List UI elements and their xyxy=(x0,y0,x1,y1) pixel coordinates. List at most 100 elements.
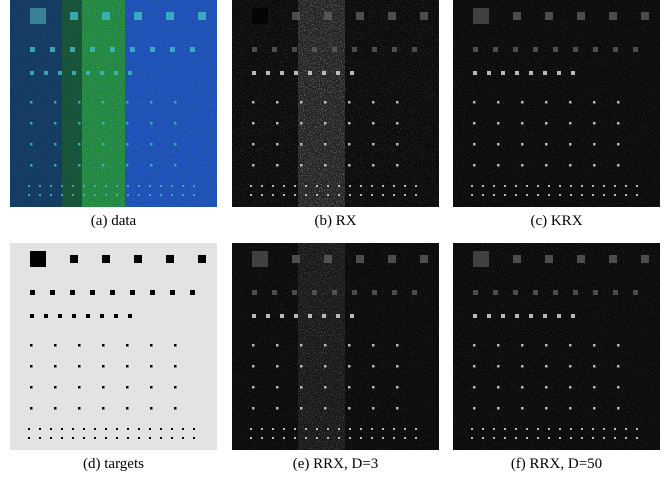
target xyxy=(149,185,151,187)
target xyxy=(30,344,33,347)
target xyxy=(371,428,373,430)
target xyxy=(473,101,476,104)
target xyxy=(294,71,298,75)
target xyxy=(581,437,583,439)
target xyxy=(324,255,332,263)
target xyxy=(182,194,184,196)
target xyxy=(193,437,195,439)
target xyxy=(126,122,129,125)
target xyxy=(276,101,279,104)
target xyxy=(78,143,81,146)
caption: (c) KRX xyxy=(530,213,583,229)
target xyxy=(609,255,617,263)
target xyxy=(193,185,195,187)
target xyxy=(497,101,500,104)
target xyxy=(150,122,153,125)
target xyxy=(116,428,118,430)
target xyxy=(372,407,375,410)
target xyxy=(252,122,255,125)
target xyxy=(292,47,297,52)
target xyxy=(70,290,75,295)
target xyxy=(280,71,284,75)
target xyxy=(30,251,46,267)
target xyxy=(412,47,417,52)
target xyxy=(78,344,81,347)
target xyxy=(360,194,362,196)
target xyxy=(72,194,74,196)
target xyxy=(473,122,476,125)
target xyxy=(593,407,596,410)
target xyxy=(28,194,30,196)
target xyxy=(526,428,528,430)
target xyxy=(171,437,173,439)
target xyxy=(338,437,340,439)
noise xyxy=(298,243,345,450)
target xyxy=(473,47,478,52)
target xyxy=(252,8,268,24)
target xyxy=(61,194,63,196)
target xyxy=(294,314,298,318)
target xyxy=(61,428,63,430)
target xyxy=(569,101,572,104)
target xyxy=(613,47,618,52)
target xyxy=(300,386,303,389)
target xyxy=(603,194,605,196)
target xyxy=(393,437,395,439)
target xyxy=(577,12,585,20)
target xyxy=(529,314,533,318)
target xyxy=(356,255,364,263)
target xyxy=(126,386,129,389)
target xyxy=(324,344,327,347)
target xyxy=(396,101,399,104)
target xyxy=(352,290,357,295)
target xyxy=(533,47,538,52)
target xyxy=(570,185,572,187)
target xyxy=(614,194,616,196)
target xyxy=(521,344,524,347)
target xyxy=(493,290,498,295)
target xyxy=(166,255,174,263)
target xyxy=(633,47,638,52)
target xyxy=(569,122,572,125)
target xyxy=(521,407,524,410)
target xyxy=(372,290,377,295)
target xyxy=(396,344,399,347)
target xyxy=(126,407,129,410)
target xyxy=(548,428,550,430)
target xyxy=(327,437,329,439)
target xyxy=(272,290,277,295)
target xyxy=(543,314,547,318)
image-panel xyxy=(453,243,660,450)
target xyxy=(44,71,48,75)
target xyxy=(316,194,318,196)
target xyxy=(138,194,140,196)
target xyxy=(415,428,417,430)
target xyxy=(371,437,373,439)
target xyxy=(521,365,524,368)
target xyxy=(294,185,296,187)
target xyxy=(396,164,399,167)
target xyxy=(557,71,561,75)
target xyxy=(515,194,517,196)
target xyxy=(497,122,500,125)
target xyxy=(396,143,399,146)
target xyxy=(44,314,48,318)
target xyxy=(327,194,329,196)
target xyxy=(473,71,477,75)
target xyxy=(415,185,417,187)
target xyxy=(352,47,357,52)
target xyxy=(545,101,548,104)
target xyxy=(521,386,524,389)
target xyxy=(545,143,548,146)
target xyxy=(529,71,533,75)
target xyxy=(72,437,74,439)
target xyxy=(138,185,140,187)
target xyxy=(54,407,57,410)
target xyxy=(190,47,195,52)
target xyxy=(30,101,33,104)
target xyxy=(272,194,274,196)
target xyxy=(593,290,598,295)
target xyxy=(83,428,85,430)
target xyxy=(127,194,129,196)
target xyxy=(50,437,52,439)
